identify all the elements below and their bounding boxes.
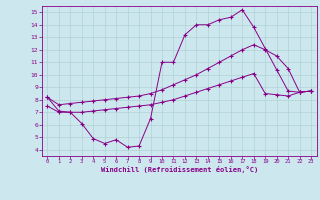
X-axis label: Windchill (Refroidissement éolien,°C): Windchill (Refroidissement éolien,°C) <box>100 166 258 173</box>
